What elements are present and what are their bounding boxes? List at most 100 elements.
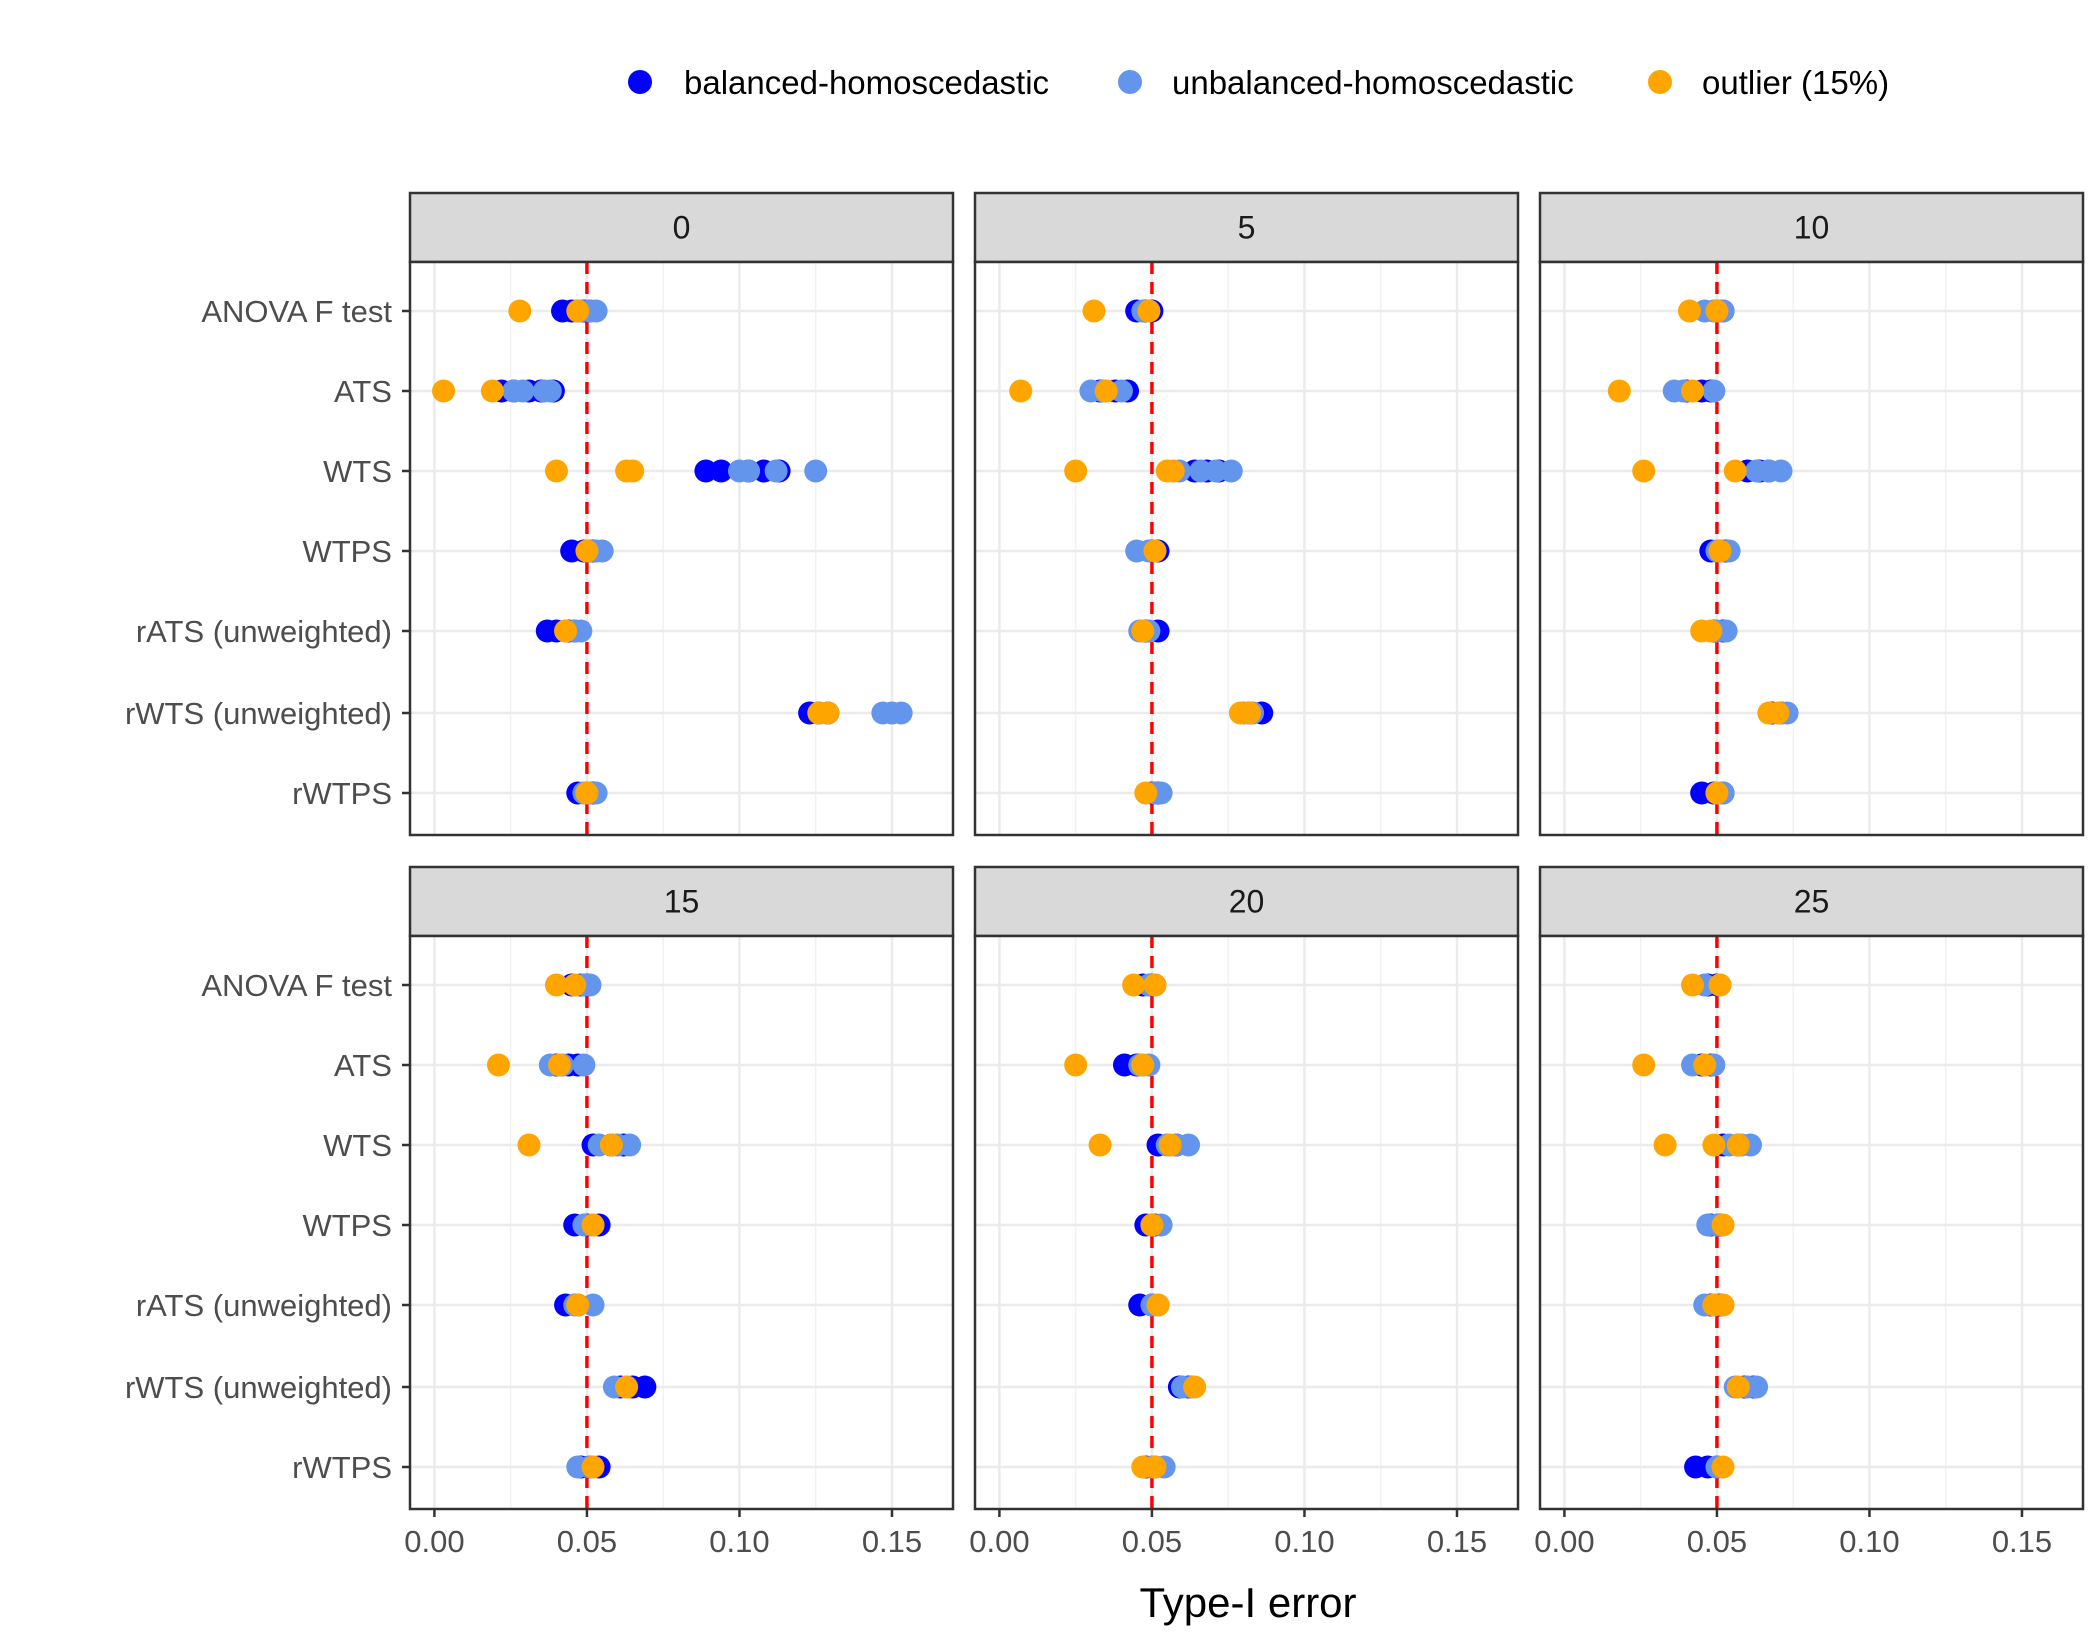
x-tick-label: 0.05 — [557, 1524, 617, 1559]
panel-border — [973, 934, 1520, 1511]
point-outlier-15 — [581, 1455, 605, 1479]
point-outlier-15 — [599, 1133, 623, 1157]
panel-border — [408, 934, 955, 1511]
x-tick-label: 0.00 — [1534, 1524, 1594, 1559]
point-outlier-15 — [1711, 1213, 1735, 1237]
panel-background — [975, 262, 1518, 835]
y-tick-label: WTS — [323, 1128, 392, 1163]
panel-border — [1538, 260, 2085, 837]
facet-panel-15: 15 — [408, 865, 955, 1511]
y-tick-label: ANOVA F test — [201, 294, 392, 329]
y-tick-label: rATS (unweighted) — [136, 614, 392, 649]
point-outlier-15 — [480, 379, 504, 403]
x-axis-labels: 0.00 0.05 0.10 0.15 0.00 0.05 0.10 0.15 0.00 0.05… — [404, 1509, 2052, 1559]
point-outlier-15 — [1632, 459, 1656, 483]
x-tick-label: 0.15 — [1992, 1524, 2052, 1559]
point-outlier-15 — [581, 1213, 605, 1237]
point-balanced-homoscedastic — [633, 1375, 657, 1399]
point-outlier-15 — [1681, 379, 1705, 403]
x-tick-label: 0.05 — [1687, 1524, 1747, 1559]
point-unbalanced-homoscedastic — [1745, 1375, 1769, 1399]
point-outlier-15 — [432, 379, 456, 403]
point-unbalanced-homoscedastic — [538, 379, 562, 403]
point-outlier-15 — [1726, 1133, 1750, 1157]
point-outlier-15 — [1143, 973, 1167, 997]
x-tick-label: 0.00 — [969, 1524, 1029, 1559]
x-tick-label: 0.00 — [404, 1524, 464, 1559]
y-tick-label: rWTPS — [292, 776, 392, 811]
point-unbalanced-homoscedastic — [1219, 459, 1243, 483]
panel-background — [410, 262, 953, 835]
y-tick-label: rATS (unweighted) — [136, 1288, 392, 1323]
y-tick-label: WTPS — [302, 1208, 392, 1243]
panel-border — [408, 260, 955, 837]
point-unbalanced-homoscedastic — [737, 459, 761, 483]
legend-key-unbalanced-homoscedastic — [1118, 70, 1142, 94]
point-outlier-15 — [1131, 1053, 1155, 1077]
point-outlier-15 — [1082, 299, 1106, 323]
point-outlier-15 — [1708, 973, 1732, 997]
point-unbalanced-homoscedastic — [1769, 459, 1793, 483]
point-outlier-15 — [1705, 781, 1729, 805]
point-outlier-15 — [1064, 459, 1088, 483]
facet-strip — [973, 191, 1520, 264]
facet-panel-5: 5 — [973, 191, 1520, 837]
point-unbalanced-homoscedastic — [1702, 379, 1726, 403]
point-outlier-15 — [1693, 1053, 1717, 1077]
point-outlier-15 — [1653, 1133, 1677, 1157]
point-unbalanced-homoscedastic — [804, 459, 828, 483]
y-tick-label: ATS — [334, 374, 392, 409]
x-tick-label: 0.10 — [709, 1524, 769, 1559]
x-tick-label: 0.10 — [1839, 1524, 1899, 1559]
point-outlier-15 — [1140, 1213, 1164, 1237]
panel-background — [1540, 262, 2083, 835]
point-outlier-15 — [1137, 299, 1161, 323]
point-outlier-15 — [508, 299, 532, 323]
point-outlier-15 — [1632, 1053, 1656, 1077]
facet-panel-20: 20 — [973, 865, 1520, 1511]
point-outlier-15 — [1122, 973, 1146, 997]
point-outlier-15 — [1134, 781, 1158, 805]
facet-strip-label: 10 — [1794, 210, 1830, 246]
point-outlier-15 — [575, 781, 599, 805]
point-outlier-15 — [1238, 701, 1262, 725]
panel-background — [975, 936, 1518, 1509]
point-unbalanced-homoscedastic — [764, 459, 788, 483]
point-outlier-15 — [544, 973, 568, 997]
point-outlier-15 — [566, 1293, 590, 1317]
point-unbalanced-homoscedastic — [1177, 1133, 1201, 1157]
point-outlier-15 — [1009, 379, 1033, 403]
facet-strip-label: 25 — [1794, 884, 1830, 920]
legend-label-balanced-homoscedastic: balanced-homoscedastic — [684, 64, 1049, 101]
point-outlier-15 — [517, 1133, 541, 1157]
panel-border — [1538, 934, 2085, 1511]
y-tick-label: ATS — [334, 1048, 392, 1083]
point-outlier-15 — [1088, 1133, 1112, 1157]
point-outlier-15 — [486, 1053, 510, 1077]
point-outlier-15 — [1158, 1133, 1182, 1157]
point-outlier-15 — [1131, 619, 1155, 643]
y-tick-label: WTS — [323, 454, 392, 489]
legend-key-balanced-homoscedastic — [628, 70, 652, 94]
panel-background — [410, 936, 953, 1509]
facet-strip-label: 5 — [1238, 210, 1256, 246]
x-tick-label: 0.15 — [1427, 1524, 1487, 1559]
point-outlier-15 — [1607, 379, 1631, 403]
point-outlier-15 — [621, 459, 645, 483]
point-outlier-15 — [615, 1375, 639, 1399]
point-outlier-15 — [554, 619, 578, 643]
legend-label-outlier-15: outlier (15%) — [1702, 64, 1889, 101]
point-outlier-15 — [1183, 1375, 1207, 1399]
x-tick-label: 0.05 — [1122, 1524, 1182, 1559]
point-outlier-15 — [1711, 1455, 1735, 1479]
y-tick-label: WTPS — [302, 534, 392, 569]
point-unbalanced-homoscedastic — [511, 379, 535, 403]
point-outlier-15 — [1681, 973, 1705, 997]
point-outlier-15 — [547, 1053, 571, 1077]
point-unbalanced-homoscedastic — [572, 1053, 596, 1077]
panel-background — [1540, 936, 2083, 1509]
point-outlier-15 — [816, 701, 840, 725]
facet-strip-label: 15 — [664, 884, 700, 920]
legend-label-unbalanced-homoscedastic: unbalanced-homoscedastic — [1172, 64, 1574, 101]
